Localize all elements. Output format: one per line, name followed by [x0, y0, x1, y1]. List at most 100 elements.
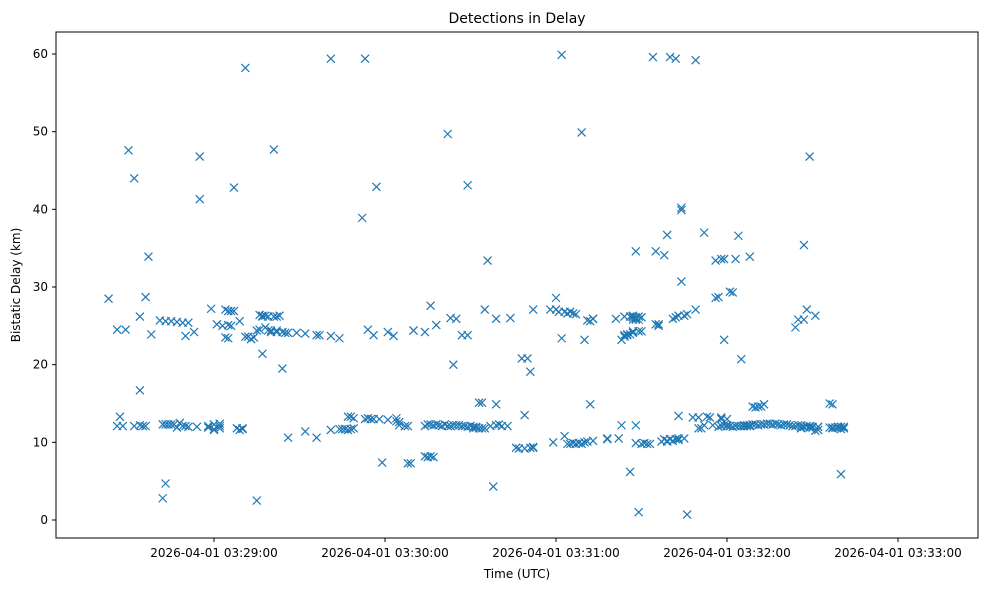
- data-point: [203, 423, 213, 433]
- data-point: [195, 152, 205, 161]
- data-point: [682, 510, 692, 519]
- data-point: [275, 311, 284, 321]
- data-point: [691, 55, 701, 65]
- data-point: [676, 203, 686, 213]
- data-point: [480, 423, 490, 433]
- data-point: [711, 256, 721, 266]
- y-tick-label: 10: [33, 435, 48, 449]
- y-tick-label: 60: [33, 47, 48, 61]
- data-point: [588, 436, 598, 446]
- data-point: [699, 420, 709, 430]
- data-point: [112, 325, 122, 335]
- data-point: [220, 333, 230, 342]
- y-axis: 0 10 20 30 40 50 60: [33, 47, 56, 527]
- data-point: [488, 482, 498, 492]
- data-point: [705, 413, 715, 422]
- data-point: [557, 333, 567, 343]
- data-point: [711, 293, 721, 303]
- data-point: [628, 328, 638, 338]
- data-point: [551, 293, 561, 303]
- data-point: [223, 333, 233, 343]
- data-point: [702, 412, 712, 422]
- data-point: [272, 312, 282, 321]
- data-point: [377, 458, 387, 467]
- data-point: [614, 434, 624, 443]
- data-point: [671, 434, 681, 444]
- data-point: [249, 333, 259, 342]
- data-point: [577, 128, 587, 137]
- data-point: [674, 435, 683, 445]
- data-point: [617, 420, 626, 430]
- data-point: [668, 314, 678, 324]
- data-point: [585, 399, 595, 409]
- data-point: [215, 421, 225, 431]
- data-point: [491, 314, 501, 324]
- data-point: [771, 419, 780, 429]
- data-point: [799, 315, 809, 325]
- data-point: [383, 327, 393, 337]
- data-point: [135, 385, 145, 395]
- chart-title: Detections in Delay: [448, 11, 585, 27]
- x-tick-label: 2026-04-01 03:32:00: [663, 546, 790, 560]
- data-point: [659, 250, 669, 260]
- data-point: [671, 54, 681, 64]
- data-point: [759, 399, 769, 409]
- data-point: [391, 416, 401, 426]
- data-point: [223, 320, 233, 330]
- data-point: [121, 325, 131, 335]
- data-point: [805, 152, 815, 161]
- data-point: [195, 194, 205, 204]
- data-point: [651, 246, 661, 256]
- data-point: [682, 309, 692, 319]
- x-tick-label: 2026-04-01 03:30:00: [321, 546, 448, 560]
- data-point: [494, 420, 504, 429]
- data-point: [691, 305, 701, 314]
- data-point: [431, 420, 441, 429]
- data-point: [714, 422, 723, 432]
- y-tick-label: 50: [33, 125, 48, 139]
- data-point: [634, 312, 644, 321]
- data-point: [238, 424, 247, 434]
- data-point: [326, 54, 336, 64]
- data-point: [403, 458, 413, 468]
- data-point: [813, 422, 823, 432]
- data-point: [280, 328, 290, 338]
- data-point: [483, 256, 493, 266]
- data-point: [192, 422, 202, 432]
- data-point: [577, 439, 587, 449]
- data-point: [426, 451, 436, 461]
- data-point: [637, 312, 646, 322]
- data-point: [674, 411, 683, 421]
- data-point: [189, 327, 199, 337]
- data-point: [634, 326, 644, 336]
- data-point: [235, 316, 245, 326]
- data-point: [272, 326, 282, 335]
- data-point: [426, 301, 436, 311]
- data-point: [312, 330, 322, 340]
- data-point: [374, 414, 384, 424]
- data-point: [799, 240, 809, 250]
- data-point: [357, 213, 367, 223]
- data-point: [443, 129, 453, 139]
- data-point: [172, 423, 182, 433]
- data-point: [463, 180, 473, 190]
- data-point: [733, 231, 743, 241]
- data-point: [634, 507, 644, 517]
- data-point: [588, 314, 598, 324]
- data-point: [654, 321, 664, 331]
- data-point: [565, 307, 575, 317]
- data-point: [699, 228, 709, 238]
- data-point: [349, 423, 359, 433]
- data-point: [728, 288, 738, 297]
- data-point: [505, 313, 515, 323]
- data-point: [343, 412, 353, 422]
- data-point: [825, 399, 835, 408]
- data-point: [429, 452, 438, 462]
- data-point: [206, 304, 216, 314]
- data-point: [141, 421, 151, 431]
- data-point: [525, 367, 535, 377]
- data-point: [300, 427, 310, 436]
- data-point: [212, 319, 222, 329]
- data-point: [220, 305, 230, 314]
